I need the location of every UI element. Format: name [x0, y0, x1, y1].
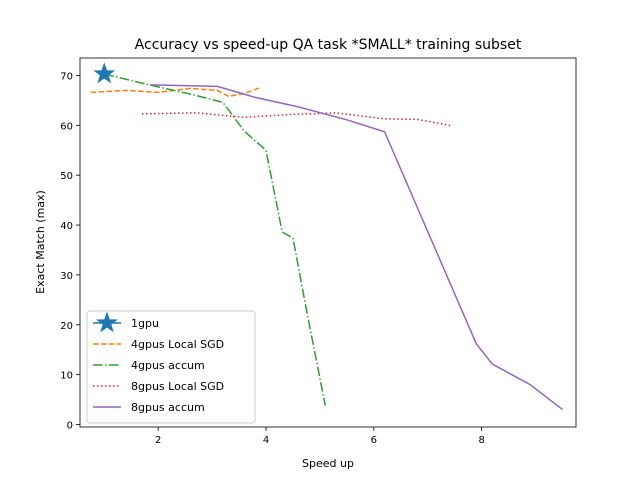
legend-label-4gpus-local-sgd: 4gpus Local SGD: [131, 338, 224, 351]
legend-frame: [86, 310, 256, 424]
legend-label-4gpus-accum: 4gpus accum: [131, 359, 205, 372]
legend-marker-1gpu: [96, 311, 118, 333]
chart-title: Accuracy vs speed-up QA task *SMALL* tra…: [135, 37, 522, 53]
x-tick-label: 4: [263, 435, 269, 446]
legend: 1gpu 4gpus Local SGD 4gpus accum 8gpus Loca…: [86, 310, 256, 424]
series-8gpus-accum-line: [150, 84, 563, 411]
series-8gpus-local-sgd-line: [141, 112, 453, 127]
legend-label-1gpu: 1gpu: [131, 317, 159, 330]
y-tick-label: 40: [60, 221, 73, 232]
x-tick-label: 2: [155, 435, 161, 446]
y-tick-label: 50: [60, 171, 73, 182]
y-tick-label: 0: [67, 421, 73, 432]
series-4gpus-accum-line: [104, 73, 327, 406]
series-layer: [90, 62, 563, 411]
series-1gpu-point: [93, 62, 116, 84]
x-tick-label: 8: [478, 435, 484, 446]
legend-label-8gpus-accum: 8gpus accum: [131, 401, 205, 414]
y-tick-label: 10: [60, 371, 73, 382]
y-tick-label: 30: [60, 271, 73, 282]
x-axis-label: Speed up: [302, 457, 354, 470]
legend-label-8gpus-local-sgd: 8gpus Local SGD: [131, 380, 224, 393]
x-axis: 2 4 6 8: [155, 427, 485, 446]
y-tick-label: 20: [60, 321, 73, 332]
y-tick-label: 70: [60, 71, 73, 82]
x-tick-label: 6: [371, 435, 377, 446]
y-tick-label: 60: [60, 121, 73, 132]
y-axis: 0 10 20 30 40 50 60 70: [60, 71, 80, 432]
y-axis-label: Exact Match (max): [34, 190, 47, 294]
